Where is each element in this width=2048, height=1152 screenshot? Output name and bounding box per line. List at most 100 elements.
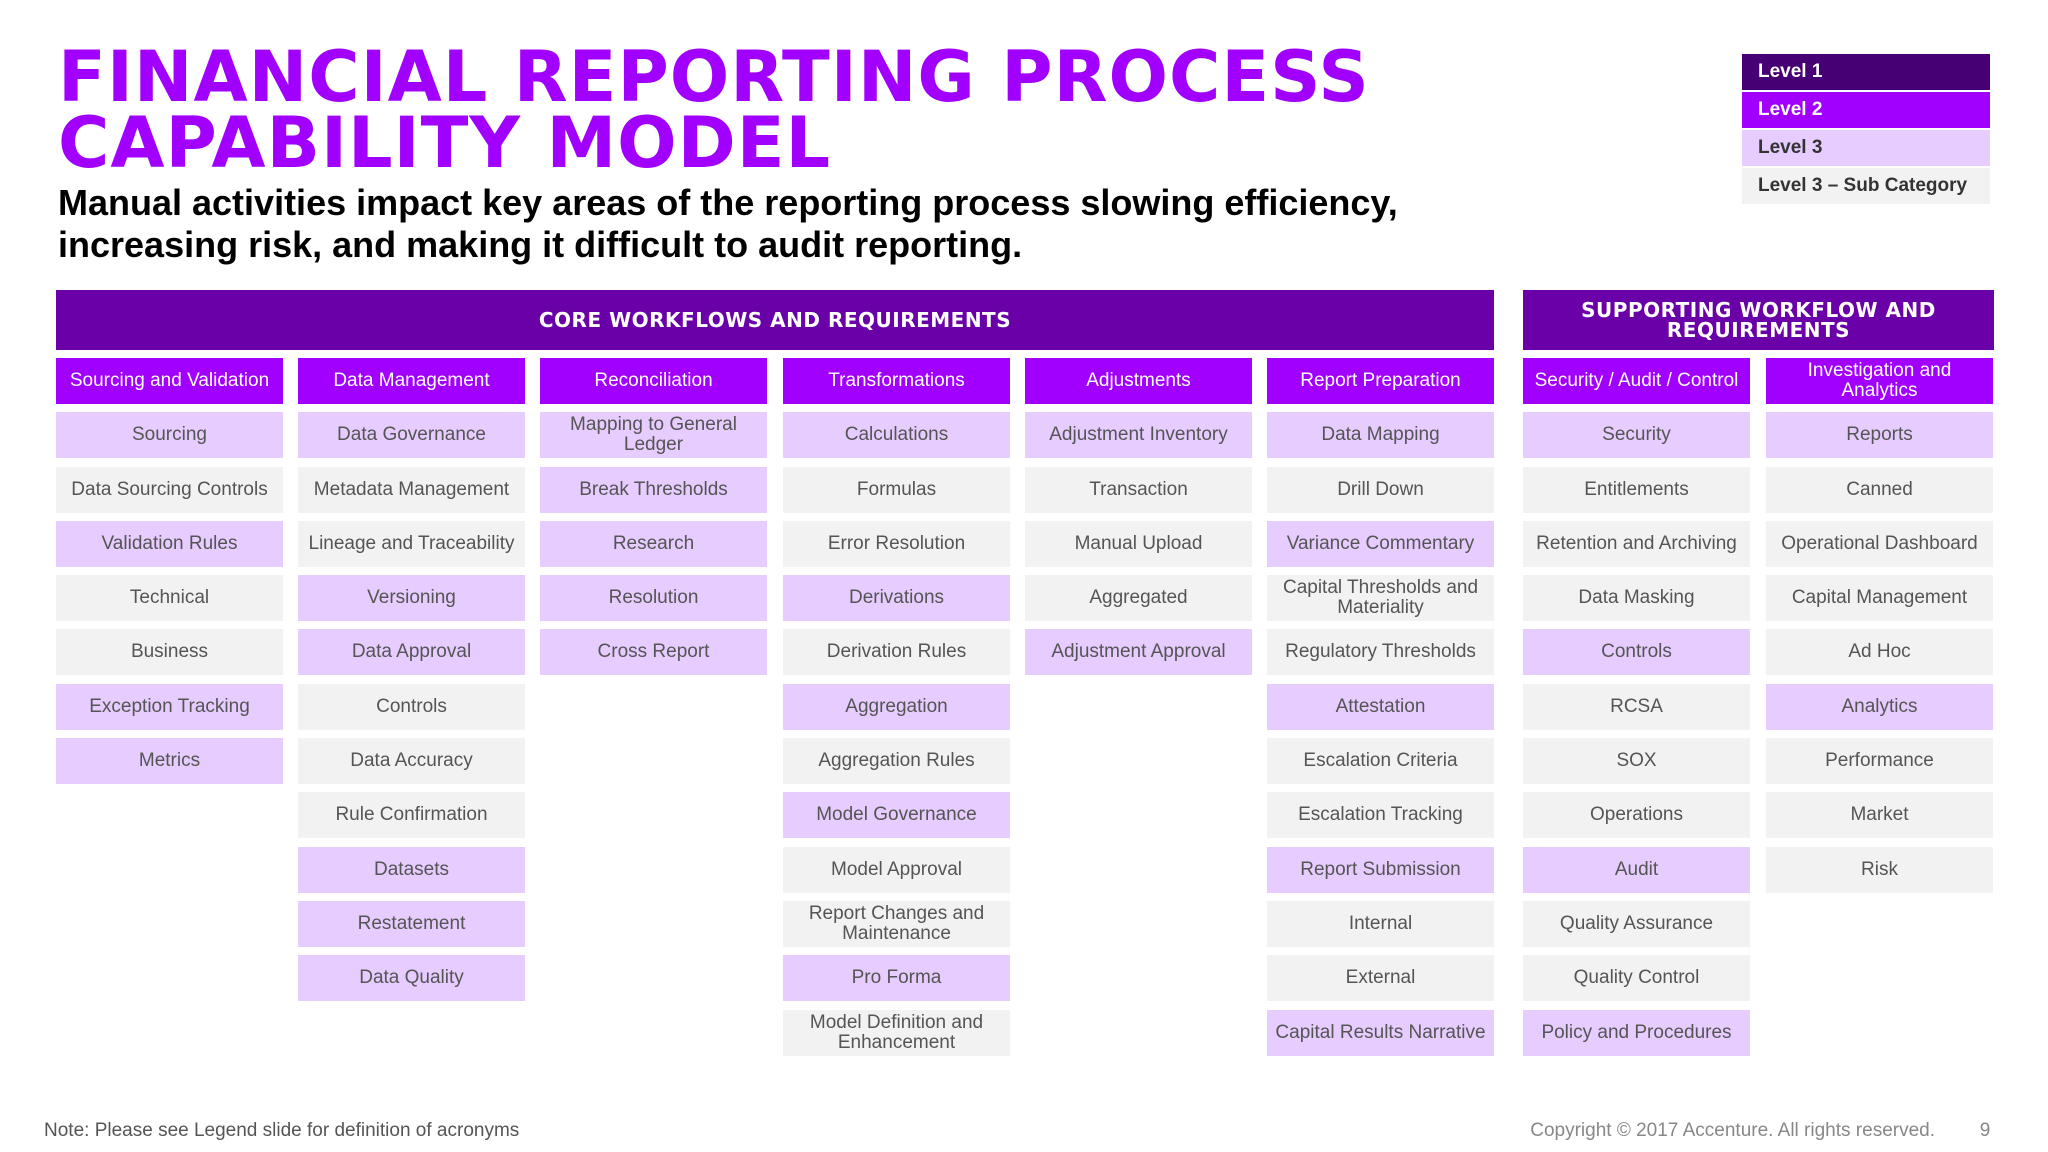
- footer-copyright: Copyright © 2017 Accenture. All rights r…: [1530, 1120, 1935, 1141]
- level-3-sub-item: Aggregation Rules: [783, 738, 1010, 785]
- level-3-sub-item: Lineage and Traceability: [298, 520, 525, 567]
- column-header: Transformations: [783, 358, 1010, 404]
- level-3-item: Sourcing: [56, 412, 283, 459]
- level-3-sub-item: Quality Control: [1523, 955, 1750, 1002]
- level-3-item: Data Quality: [298, 955, 525, 1002]
- column-header: Data Management: [298, 358, 525, 404]
- page-number: 9: [1979, 1120, 1991, 1141]
- level-3-item: Break Thresholds: [540, 466, 767, 513]
- level-3-sub-item: Manual Upload: [1025, 520, 1252, 567]
- level-3-item: Restatement: [298, 900, 525, 947]
- level-3-sub-item: Risk: [1766, 846, 1993, 893]
- level-3-item: Security: [1523, 412, 1750, 459]
- core-workflows-header: CORE WORKFLOWS AND REQUIREMENTS: [56, 290, 1494, 350]
- level-3-item: Data Governance: [298, 412, 525, 459]
- level-3-sub-item: Rule Confirmation: [298, 792, 525, 839]
- level-3-sub-item: Capital Thresholds and Materiality: [1267, 575, 1494, 622]
- level-3-sub-item: RCSA: [1523, 683, 1750, 730]
- capability-column: Report Preparation Data Mapping Drill Down…: [1267, 358, 1494, 1064]
- supporting-workflow-header: SUPPORTING WORKFLOW AND REQUIREMENTS: [1523, 290, 1994, 350]
- title-line-2: CAPABILITY MODEL: [58, 102, 832, 184]
- level-3-item: Resolution: [540, 575, 767, 622]
- capability-column: Data Management Data Governance Metadata M…: [298, 358, 525, 1010]
- level-3-sub-item: Performance: [1766, 738, 1993, 785]
- level-3-sub-item: Data Accuracy: [298, 738, 525, 785]
- capability-column: Adjustments Adjustment Inventory Transacti…: [1025, 358, 1252, 684]
- page-subtitle: Manual activities impact key areas of th…: [58, 182, 1398, 265]
- level-3-item: Analytics: [1766, 683, 1993, 730]
- level-3-item: Adjustment Inventory: [1025, 412, 1252, 459]
- level-3-sub-item: Error Resolution: [783, 520, 1010, 567]
- legend-level-3: Level 3: [1742, 130, 1990, 166]
- level-3-sub-item: External: [1267, 955, 1494, 1002]
- level-3-item: Mapping to General Ledger: [540, 412, 767, 459]
- capability-column: Transformations Calculations Formulas Error…: [783, 358, 1010, 1064]
- level-3-sub-item: Transaction: [1025, 466, 1252, 513]
- capability-column: Reconciliation Mapping to General Ledger B…: [540, 358, 767, 684]
- level-3-item: Research: [540, 520, 767, 567]
- title-line-1: FINANCIAL REPORTING PROCESS: [58, 36, 1370, 118]
- level-3-sub-item: Canned: [1766, 466, 1993, 513]
- legend-level-1: Level 1: [1742, 54, 1990, 90]
- capability-column: Security / Audit / Control Security Entitl…: [1523, 358, 1750, 1064]
- level-3-sub-item: Data Masking: [1523, 575, 1750, 622]
- level-3-sub-item: Operational Dashboard: [1766, 520, 1993, 567]
- level-3-item: Pro Forma: [783, 955, 1010, 1002]
- level-3-sub-item: Entitlements: [1523, 466, 1750, 513]
- column-header: Adjustments: [1025, 358, 1252, 404]
- level-3-sub-item: Derivation Rules: [783, 629, 1010, 676]
- level-3-item: Variance Commentary: [1267, 520, 1494, 567]
- column-header: Reconciliation: [540, 358, 767, 404]
- column-header: Report Preparation: [1267, 358, 1494, 404]
- level-3-item: Capital Results Narrative: [1267, 1009, 1494, 1056]
- page-title: FINANCIAL REPORTING PROCESS CAPABILITY M…: [58, 36, 1370, 184]
- legend-level-3-sub-category: Level 3 – Sub Category: [1742, 168, 1990, 204]
- level-3-sub-item: Escalation Criteria: [1267, 738, 1494, 785]
- column-header: Investigation and Analytics: [1766, 358, 1993, 404]
- level-3-sub-item: Technical: [56, 575, 283, 622]
- level-3-item: Versioning: [298, 575, 525, 622]
- level-3-sub-item: Report Changes and Maintenance: [783, 900, 1010, 947]
- legend-level-2: Level 2: [1742, 92, 1990, 128]
- level-3-sub-item: Metadata Management: [298, 466, 525, 513]
- level-3-sub-item: Market: [1766, 792, 1993, 839]
- capability-column: Investigation and Analytics Reports Canned…: [1766, 358, 1993, 901]
- level-3-item: Audit: [1523, 846, 1750, 893]
- level-3-sub-item: Retention and Archiving: [1523, 520, 1750, 567]
- level-3-sub-item: Operations: [1523, 792, 1750, 839]
- level-3-item: Aggregation: [783, 683, 1010, 730]
- level-3-item: Validation Rules: [56, 520, 283, 567]
- level-3-sub-item: Regulatory Thresholds: [1267, 629, 1494, 676]
- level-3-sub-item: Drill Down: [1267, 466, 1494, 513]
- level-3-sub-item: Aggregated: [1025, 575, 1252, 622]
- level-3-item: Attestation: [1267, 683, 1494, 730]
- level-3-item: Reports: [1766, 412, 1993, 459]
- level-3-item: Controls: [1523, 629, 1750, 676]
- level-3-item: Adjustment Approval: [1025, 629, 1252, 676]
- footer-note: Note: Please see Legend slide for defini…: [44, 1120, 520, 1141]
- level-3-item: Calculations: [783, 412, 1010, 459]
- level-3-sub-item: Quality Assurance: [1523, 900, 1750, 947]
- level-3-item: Data Approval: [298, 629, 525, 676]
- level-3-item: Metrics: [56, 738, 283, 785]
- level-3-sub-item: Business: [56, 629, 283, 676]
- level-3-item: Exception Tracking: [56, 683, 283, 730]
- level-3-sub-item: Data Sourcing Controls: [56, 466, 283, 513]
- level-3-item: Datasets: [298, 846, 525, 893]
- column-header: Sourcing and Validation: [56, 358, 283, 404]
- level-3-item: Model Governance: [783, 792, 1010, 839]
- level-3-sub-item: SOX: [1523, 738, 1750, 785]
- level-3-item: Data Mapping: [1267, 412, 1494, 459]
- column-header: Security / Audit / Control: [1523, 358, 1750, 404]
- level-3-sub-item: Escalation Tracking: [1267, 792, 1494, 839]
- level-3-sub-item: Model Approval: [783, 846, 1010, 893]
- legend: Level 1 Level 2 Level 3 Level 3 – Sub Ca…: [1742, 54, 1990, 206]
- level-3-item: Policy and Procedures: [1523, 1009, 1750, 1056]
- level-3-sub-item: Internal: [1267, 900, 1494, 947]
- level-3-sub-item: Formulas: [783, 466, 1010, 513]
- level-3-sub-item: Capital Management: [1766, 575, 1993, 622]
- capability-column: Sourcing and Validation Sourcing Data Sour…: [56, 358, 283, 792]
- level-3-item: Derivations: [783, 575, 1010, 622]
- level-3-item: Report Submission: [1267, 846, 1494, 893]
- level-3-sub-item: Model Definition and Enhancement: [783, 1009, 1010, 1056]
